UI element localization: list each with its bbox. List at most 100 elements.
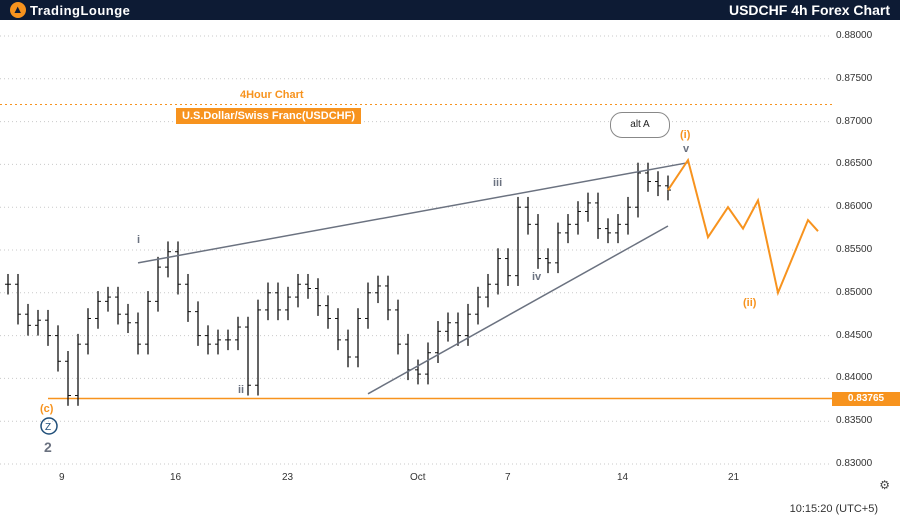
price-bar: [315, 278, 321, 316]
time-tick-label: 14: [617, 472, 629, 483]
price-bar: [15, 273, 21, 325]
price-bar: [145, 291, 151, 355]
price-bar: [85, 308, 91, 355]
trend-line: [137, 161, 689, 264]
price-bar: [565, 214, 571, 244]
wave-label-iii: iii: [493, 177, 502, 189]
price-bar: [335, 308, 341, 351]
price-bar: [525, 196, 531, 235]
price-bar: [125, 303, 131, 334]
price-bar: [135, 312, 141, 355]
price-tick-label: 0.87500: [836, 72, 873, 84]
pair-label: U.S.Dollar/Swiss Franc(USDCHF): [176, 108, 361, 124]
price-tick-label: 0.87000: [836, 115, 873, 127]
wave-label-ii-orange: (ii): [743, 297, 757, 309]
current-price-tag: 0.83765: [832, 391, 900, 406]
price-bar: [65, 351, 71, 406]
wave-label-v: v: [683, 143, 690, 155]
price-bar: [215, 329, 221, 355]
price-bar: [365, 282, 371, 329]
alt-a-callout: alt A: [610, 112, 670, 138]
wave-label-2: 2: [44, 439, 52, 455]
price-bar: [175, 241, 181, 295]
price-bar: [325, 295, 331, 329]
price-bar: [75, 333, 81, 406]
price-bar: [515, 196, 521, 286]
price-bar: [385, 275, 391, 321]
time-tick-label: 9: [59, 472, 65, 483]
price-bar: [115, 286, 121, 325]
price-bar: [285, 286, 291, 321]
price-bar: [445, 312, 451, 342]
price-tick-label: 0.88000: [836, 30, 873, 41]
price-tick-label: 0.86000: [836, 201, 873, 213]
price-bar: [535, 214, 541, 269]
price-tick-label: 0.86500: [836, 158, 873, 170]
price-bar: [545, 248, 551, 274]
price-bar: [475, 286, 481, 325]
price-bar: [575, 201, 581, 235]
price-bar: [585, 192, 591, 222]
price-bar: [155, 256, 161, 312]
price-tick-label: 0.85500: [836, 244, 873, 255]
chart-title: USDCHF 4h Forex Chart: [728, 2, 890, 18]
wave-label-c: (c): [40, 403, 54, 415]
price-bar: [425, 342, 431, 385]
price-bar: [95, 291, 101, 329]
price-bar: [195, 301, 201, 346]
price-bar: [165, 241, 171, 278]
price-bar: [355, 308, 361, 368]
time-tick-label: 21: [728, 472, 740, 483]
price-bar: [35, 309, 41, 336]
price-bar: [375, 275, 381, 304]
price-tick-label: 0.83000: [836, 458, 873, 469]
wave-label-i-orange: (i): [680, 129, 691, 141]
price-bar: [605, 218, 611, 244]
price-bar: [255, 299, 261, 396]
logo-icon: ▲: [10, 2, 26, 18]
price-bar: [505, 248, 511, 286]
price-bar: [395, 299, 401, 355]
time-tick-label: 16: [170, 472, 182, 483]
svg-text:Z: Z: [45, 422, 51, 433]
price-bar: [205, 325, 211, 355]
price-bar: [595, 192, 601, 239]
price-bar: [235, 316, 241, 351]
price-bar: [645, 162, 651, 192]
price-tick-label: 0.83500: [836, 415, 873, 427]
price-bar: [435, 321, 441, 363]
price-bar: [5, 273, 11, 295]
price-bar: [415, 359, 421, 385]
time-tick-label: Oct: [410, 472, 426, 483]
price-bar: [655, 171, 661, 197]
price-bar: [485, 273, 491, 308]
time-tick-label: 7: [505, 472, 511, 483]
price-tick-label: 0.85000: [836, 286, 873, 298]
price-bar: [455, 312, 461, 346]
price-bar: [345, 329, 351, 368]
price-tick-label: 0.84500: [836, 329, 873, 341]
price-bar: [625, 196, 631, 235]
price-bar: [185, 273, 191, 322]
price-bar: [615, 214, 621, 244]
price-tick-label: 0.84000: [836, 372, 873, 384]
wave-circle-z: Z: [40, 417, 58, 435]
price-bar: [245, 316, 251, 396]
projection-path: [667, 157, 819, 297]
price-bar: [275, 282, 281, 321]
timeframe-label: 4Hour Chart: [240, 89, 304, 101]
wave-label-iv: iv: [532, 271, 542, 283]
price-bar: [495, 248, 501, 295]
clock-readout: 10:15:20 (UTC+5): [789, 503, 878, 515]
price-bar: [45, 309, 51, 346]
time-tick-label: 23: [282, 472, 294, 483]
logo-text: TradingLounge: [30, 2, 131, 18]
brand-logo: ▲ TradingLounge: [10, 2, 130, 18]
price-bar: [25, 303, 31, 336]
gear-icon[interactable]: ⚙: [879, 478, 890, 492]
trend-line: [367, 225, 669, 395]
price-bar: [295, 273, 301, 308]
price-bar: [55, 325, 61, 372]
